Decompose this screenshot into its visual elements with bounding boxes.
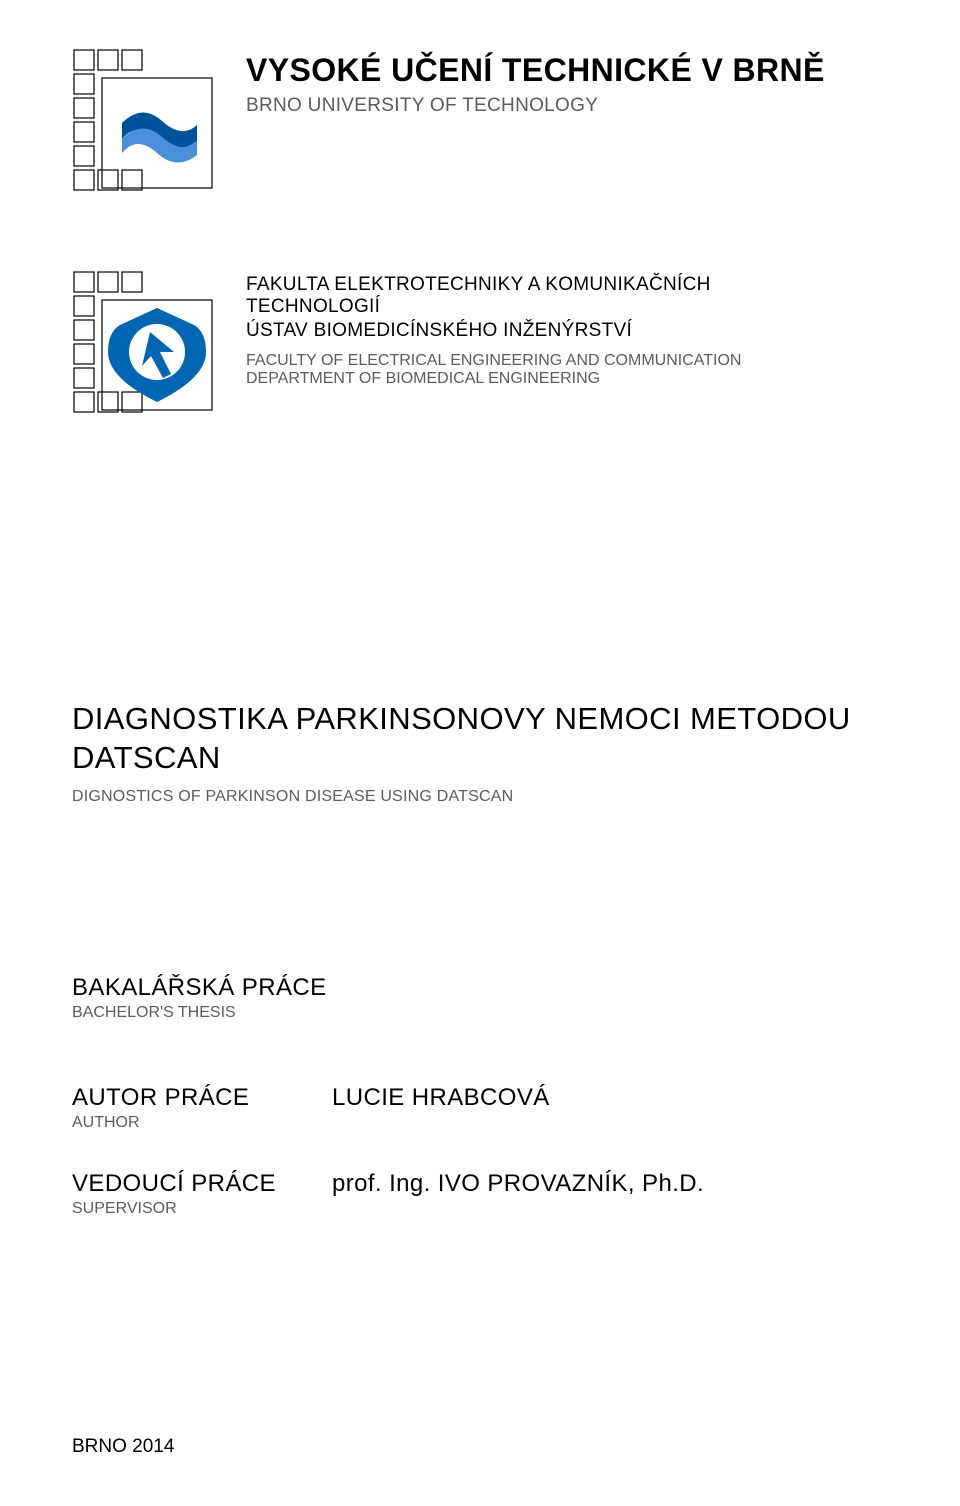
university-title-en: BRNO UNIVERSITY OF TECHNOLOGY [246, 95, 888, 117]
faculty-row: FAKULTA ELEKTROTECHNIKY A KOMUNIKAČNÍCH … [72, 270, 888, 420]
faculty-line1-en: FACULTY OF ELECTRICAL ENGINEERING AND CO… [246, 352, 888, 370]
page: VYSOKÉ UČENÍ TECHNICKÉ V BRNĚ BRNO UNIVE… [0, 0, 960, 1506]
faculty-line1-cz: FAKULTA ELEKTROTECHNIKY A KOMUNIKAČNÍCH [246, 274, 888, 296]
thesis-subtitle-en: DIGNOSTICS OF PARKINSON DISEASE USING DA… [72, 788, 888, 806]
author-row: AUTOR PRÁCE AUTHOR LUCIE HRABCOVÁ [72, 1084, 888, 1132]
supervisor-name: prof. Ing. IVO PROVAZNÍK, Ph.D. [332, 1170, 704, 1218]
people-block: AUTOR PRÁCE AUTHOR LUCIE HRABCOVÁ VEDOUC… [72, 1084, 888, 1218]
university-logo [72, 48, 222, 198]
university-text: VYSOKÉ UČENÍ TECHNICKÉ V BRNĚ BRNO UNIVE… [246, 48, 888, 117]
supervisor-role: VEDOUCÍ PRÁCE SUPERVISOR [72, 1170, 332, 1218]
supervisor-role-en: SUPERVISOR [72, 1200, 332, 1218]
footer-place-year: BRNO 2014 [72, 1436, 174, 1458]
doc-type-block: BAKALÁŘSKÁ PRÁCE BACHELOR'S THESIS [72, 974, 888, 1022]
faculty-logo [72, 270, 222, 420]
author-name: LUCIE HRABCOVÁ [332, 1084, 550, 1132]
author-role-cz: AUTOR PRÁCE [72, 1084, 332, 1112]
faculty-line2-en: DEPARTMENT OF BIOMEDICAL ENGINEERING [246, 370, 888, 388]
header-row: VYSOKÉ UČENÍ TECHNICKÉ V BRNĚ BRNO UNIVE… [72, 48, 888, 198]
author-role: AUTOR PRÁCE AUTHOR [72, 1084, 332, 1132]
faculty-line3-cz: ÚSTAV BIOMEDICÍNSKÉHO INŽENÝRSTVÍ [246, 320, 888, 342]
thesis-title-block: DIAGNOSTIKA PARKINSONOVY NEMOCI METODOU … [72, 700, 888, 806]
supervisor-row: VEDOUCÍ PRÁCE SUPERVISOR prof. Ing. IVO … [72, 1170, 888, 1218]
thesis-title-line1: DIAGNOSTIKA PARKINSONOVY NEMOCI METODOU [72, 700, 888, 739]
doc-type-cz: BAKALÁŘSKÁ PRÁCE [72, 974, 888, 1002]
thesis-title-line2: DATSCAN [72, 739, 888, 778]
supervisor-role-cz: VEDOUCÍ PRÁCE [72, 1170, 332, 1198]
doc-type-en: BACHELOR'S THESIS [72, 1004, 888, 1022]
author-role-en: AUTHOR [72, 1114, 332, 1132]
faculty-line2-cz: TECHNOLOGIÍ [246, 296, 888, 318]
university-title-cz: VYSOKÉ UČENÍ TECHNICKÉ V BRNĚ [246, 52, 888, 89]
faculty-text: FAKULTA ELEKTROTECHNIKY A KOMUNIKAČNÍCH … [246, 270, 888, 388]
